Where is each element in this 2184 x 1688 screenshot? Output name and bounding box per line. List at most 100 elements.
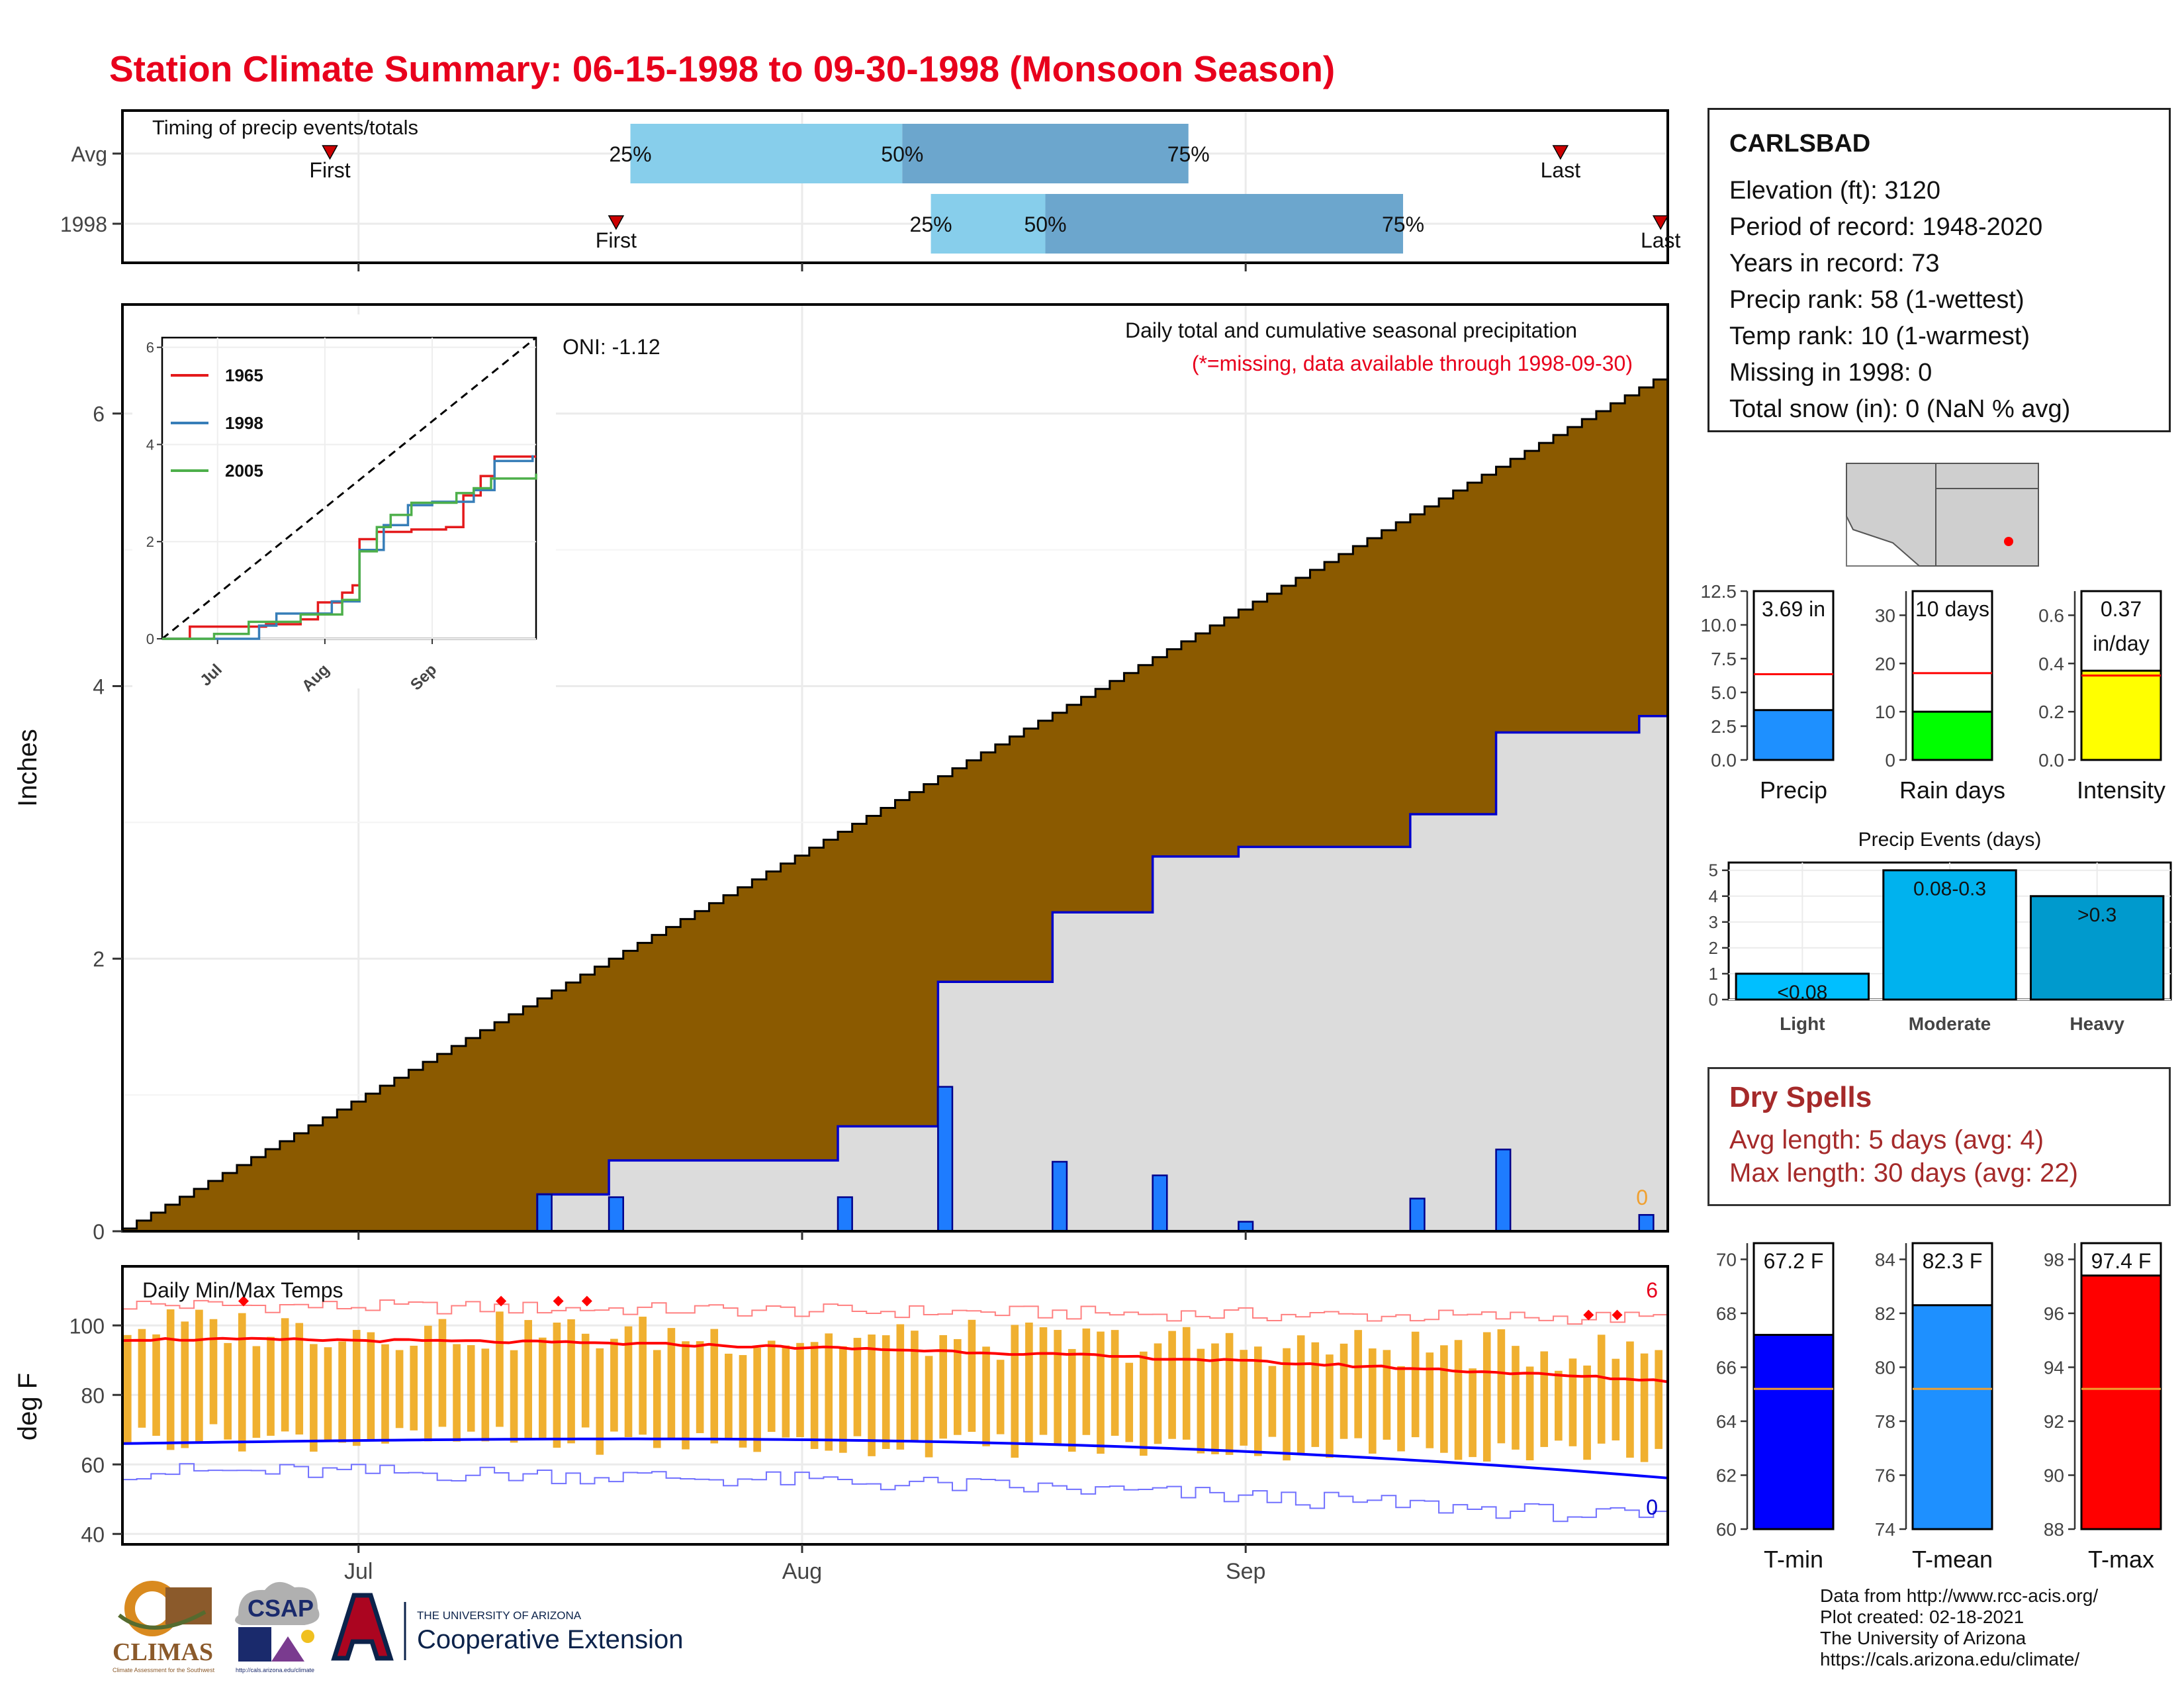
small-chart-intensity: 0.0 0.2 0.4 0.6 0.37 in/day Intensity bbox=[2038, 590, 2165, 804]
small-chart-tick-label: 76 bbox=[1875, 1465, 1895, 1485]
daily-temp-bar bbox=[381, 1344, 389, 1444]
daily-temp-bar bbox=[1125, 1362, 1134, 1442]
events-tick-label-y: 5 bbox=[1709, 861, 1718, 880]
climas-logo-subtext: Climate Assessment for the Southwest bbox=[113, 1667, 215, 1673]
daily-temp-bar bbox=[352, 1330, 361, 1446]
timing-bar-25-50 bbox=[931, 194, 1046, 254]
timing-panel: Timing of precip events/totals Avg 25% 50%… bbox=[60, 109, 1681, 271]
daily-temp-bar bbox=[1354, 1330, 1362, 1438]
inset-tick-label-y: 2 bbox=[146, 534, 154, 550]
daily-temp-bar bbox=[553, 1322, 561, 1448]
daily-temp-bar bbox=[624, 1326, 633, 1437]
events-category-label: Heavy bbox=[2070, 1013, 2124, 1034]
daily-temp-bar bbox=[295, 1323, 304, 1435]
small-chart-value-unit: in/day bbox=[2093, 632, 2149, 655]
temp-ylabel: deg F bbox=[13, 1373, 42, 1440]
daily-temp-bar bbox=[209, 1319, 218, 1425]
daily-temp-bar bbox=[338, 1341, 346, 1443]
daily-temp-bar bbox=[868, 1335, 876, 1456]
small-chart-tick-label: 94 bbox=[2044, 1357, 2064, 1378]
daily-temp-bar bbox=[653, 1350, 661, 1448]
daily-temp-bar bbox=[853, 1338, 862, 1436]
precip-chart-subtitle: (*=missing, data available through 1998-… bbox=[1192, 352, 1633, 375]
record-high-marker bbox=[496, 1295, 507, 1307]
record-low-line bbox=[122, 1463, 1668, 1523]
daily-temp-bar bbox=[1197, 1348, 1205, 1454]
station-temp-rank: Temp rank: 10 (1-warmest) bbox=[1729, 322, 2030, 350]
daily-temp-bar bbox=[1426, 1352, 1434, 1448]
precip-tick-label-y: 6 bbox=[93, 402, 105, 426]
daily-temp-bar bbox=[953, 1338, 962, 1435]
page-title: Station Climate Summary: 06-15-1998 to 0… bbox=[109, 48, 1336, 89]
daily-temp-bar bbox=[267, 1336, 275, 1436]
temp-chart-title: Daily Min/Max Temps bbox=[142, 1278, 343, 1302]
timing-p25-label: 25% bbox=[609, 142, 651, 166]
csap-logo-url: http://cals.arizona.edu/climate bbox=[236, 1667, 314, 1673]
daily-temp-bar bbox=[1655, 1350, 1662, 1449]
daily-temp-bar bbox=[739, 1355, 747, 1448]
ua-logo: THE UNIVERSITY OF ARIZONA Cooperative Ex… bbox=[331, 1593, 683, 1661]
temp-tick-label-y: 60 bbox=[81, 1453, 105, 1477]
daily-precip-bar bbox=[1495, 1149, 1512, 1233]
temp-tick-label-y: 40 bbox=[81, 1523, 105, 1546]
timing-p75-label: 75% bbox=[1167, 142, 1210, 166]
daily-temp-bar bbox=[1297, 1335, 1305, 1455]
daily-temp-bar bbox=[152, 1334, 160, 1436]
ua-logo-line1: THE UNIVERSITY OF ARIZONA bbox=[417, 1609, 582, 1622]
daily-temp-bar bbox=[896, 1324, 905, 1450]
daily-temp-bar bbox=[367, 1332, 375, 1440]
record-high-count: 6 bbox=[1646, 1278, 1658, 1302]
small-chart-tick-label: 96 bbox=[2044, 1303, 2064, 1324]
daily-temp-bar bbox=[610, 1338, 618, 1432]
small-chart-tick-label: 74 bbox=[1875, 1519, 1895, 1540]
logos: CLIMAS Climate Assessment for the Southw… bbox=[113, 1581, 683, 1673]
daily-temp-bar bbox=[1612, 1358, 1620, 1441]
record-high-marker bbox=[553, 1295, 564, 1307]
oni-label: ONI: -1.12 bbox=[563, 335, 660, 359]
precip-panel: 0 2 4 6 Daily total and cumulative seasonal… bbox=[13, 303, 1669, 1244]
daily-temp-bar bbox=[496, 1311, 504, 1427]
daily-temp-bar bbox=[424, 1325, 432, 1442]
timing-first-marker bbox=[322, 145, 338, 160]
daily-temp-bar bbox=[453, 1344, 461, 1442]
locator-map bbox=[1846, 463, 2039, 567]
daily-temp-bar bbox=[753, 1347, 761, 1452]
station-info-box: CARLSBAD Elevation (ft): 3120 Period of … bbox=[1707, 108, 2171, 432]
small-chart-value-bar bbox=[1752, 709, 1835, 761]
timing-p75-label: 75% bbox=[1382, 212, 1424, 236]
small-chart-tick-label: 68 bbox=[1716, 1303, 1737, 1324]
temp-tick-label-y: 100 bbox=[69, 1314, 105, 1338]
timing-first-label: First bbox=[309, 158, 350, 182]
daily-temp-bar bbox=[1154, 1343, 1162, 1444]
avg-tmin-line bbox=[122, 1437, 1668, 1479]
events-tick-label-y: 4 bbox=[1709, 886, 1718, 906]
daily-temp-bar bbox=[682, 1341, 690, 1450]
small-chart-tick-label: 62 bbox=[1716, 1465, 1737, 1485]
inset-legend-label: 1965 bbox=[225, 365, 263, 385]
daily-temp-bar bbox=[996, 1360, 1005, 1434]
station-period: Period of record: 1948-2020 bbox=[1729, 213, 2043, 241]
daily-temp-bar bbox=[524, 1320, 532, 1439]
daily-temp-bar bbox=[1140, 1351, 1148, 1456]
events-tick-label-y: 1 bbox=[1709, 964, 1718, 984]
daily-temp-bar bbox=[1368, 1348, 1377, 1454]
missing-count-label: 0 bbox=[1636, 1186, 1648, 1209]
small-chart-tick-label: 70 bbox=[1716, 1249, 1737, 1270]
inset-series-line-2005 bbox=[162, 473, 537, 640]
daily-temp-bar bbox=[1283, 1348, 1291, 1461]
daily-precip-bar bbox=[1052, 1160, 1068, 1233]
small-chart-tick-label: 78 bbox=[1875, 1411, 1895, 1432]
daily-temp-bar bbox=[567, 1319, 575, 1444]
small-chart-value-label: 67.2 F bbox=[1764, 1249, 1824, 1273]
daily-temp-bar bbox=[238, 1313, 246, 1452]
small-chart-tick-label: 10 bbox=[1875, 702, 1895, 722]
events-tick-label-y: 0 bbox=[1709, 990, 1718, 1009]
timing-first-label: First bbox=[596, 228, 637, 252]
small-chart-value-bar bbox=[1911, 1304, 1993, 1530]
station-missing: Missing in 1998: 0 bbox=[1729, 359, 1933, 387]
station-name: CARLSBAD bbox=[1729, 130, 1871, 158]
events-tick-label-y: 2 bbox=[1709, 938, 1718, 958]
daily-temp-bar bbox=[1082, 1328, 1091, 1435]
timing-row-label: 1998 bbox=[60, 212, 107, 236]
